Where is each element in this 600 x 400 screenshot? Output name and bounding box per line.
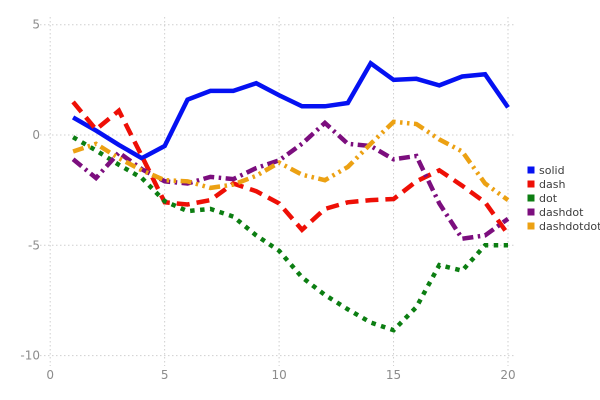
legend-label-dash: dash (539, 178, 565, 191)
legend-item-solid: solid (527, 164, 565, 177)
series-line-solid (71, 60, 510, 161)
series-line-dashdot (71, 119, 510, 242)
legend-swatch-solid (527, 166, 535, 174)
y-tick-label: 0 (32, 128, 40, 142)
legend-swatch-dashdotdot (527, 222, 535, 230)
y-tick-label: -10 (20, 349, 40, 363)
series-line-dash (71, 100, 510, 236)
legend-item-dash: dash (527, 178, 565, 191)
legend-swatch-dashdot (527, 208, 535, 216)
legend-label-dashdotdot: dashdotdot (539, 220, 600, 233)
legend-item-dashdot: dashdot (527, 206, 584, 219)
legend-label-dot: dot (539, 192, 558, 205)
series-line-dashdotdot (72, 119, 510, 202)
y-tick-label: -5 (28, 238, 40, 252)
legend-item-dot: dot (527, 192, 558, 205)
x-tick-label: 0 (46, 368, 54, 382)
legend-item-dashdotdot: dashdotdot (527, 220, 600, 233)
legend-swatch-dash (527, 180, 535, 188)
x-tick-label: 20 (500, 368, 515, 382)
y-tick-label: 5 (32, 18, 40, 32)
series-line-dot (71, 135, 508, 333)
x-tick-label: 10 (271, 368, 286, 382)
legend-label-solid: solid (539, 164, 565, 177)
x-tick-label: 15 (386, 368, 401, 382)
legend-label-dashdot: dashdot (539, 206, 584, 219)
legend-swatch-dot (527, 194, 535, 202)
x-tick-label: 5 (161, 368, 169, 382)
